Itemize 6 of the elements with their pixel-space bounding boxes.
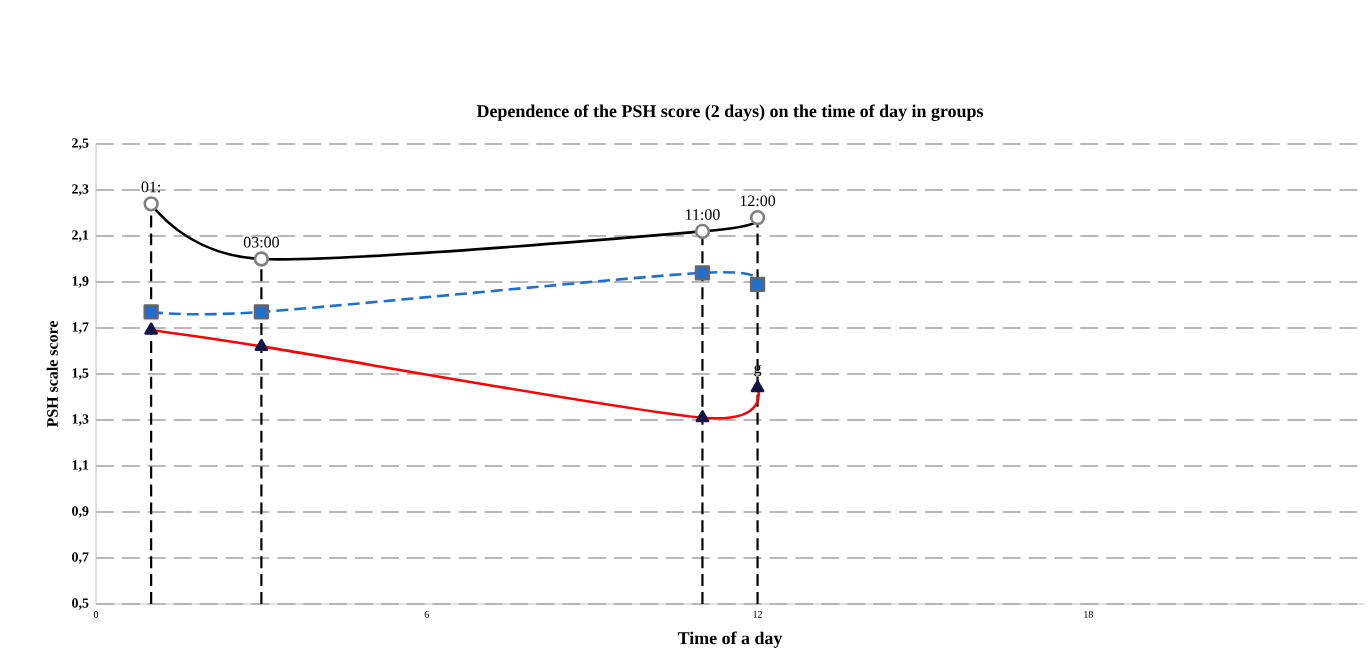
point (253, 304, 270, 320)
x-axis-title: Time of a day (677, 631, 783, 648)
point (749, 276, 766, 292)
chart-title: Dependence of the PSH score (2 days) on the time of day in groups (476, 104, 984, 122)
point (694, 265, 711, 281)
point (143, 304, 159, 320)
